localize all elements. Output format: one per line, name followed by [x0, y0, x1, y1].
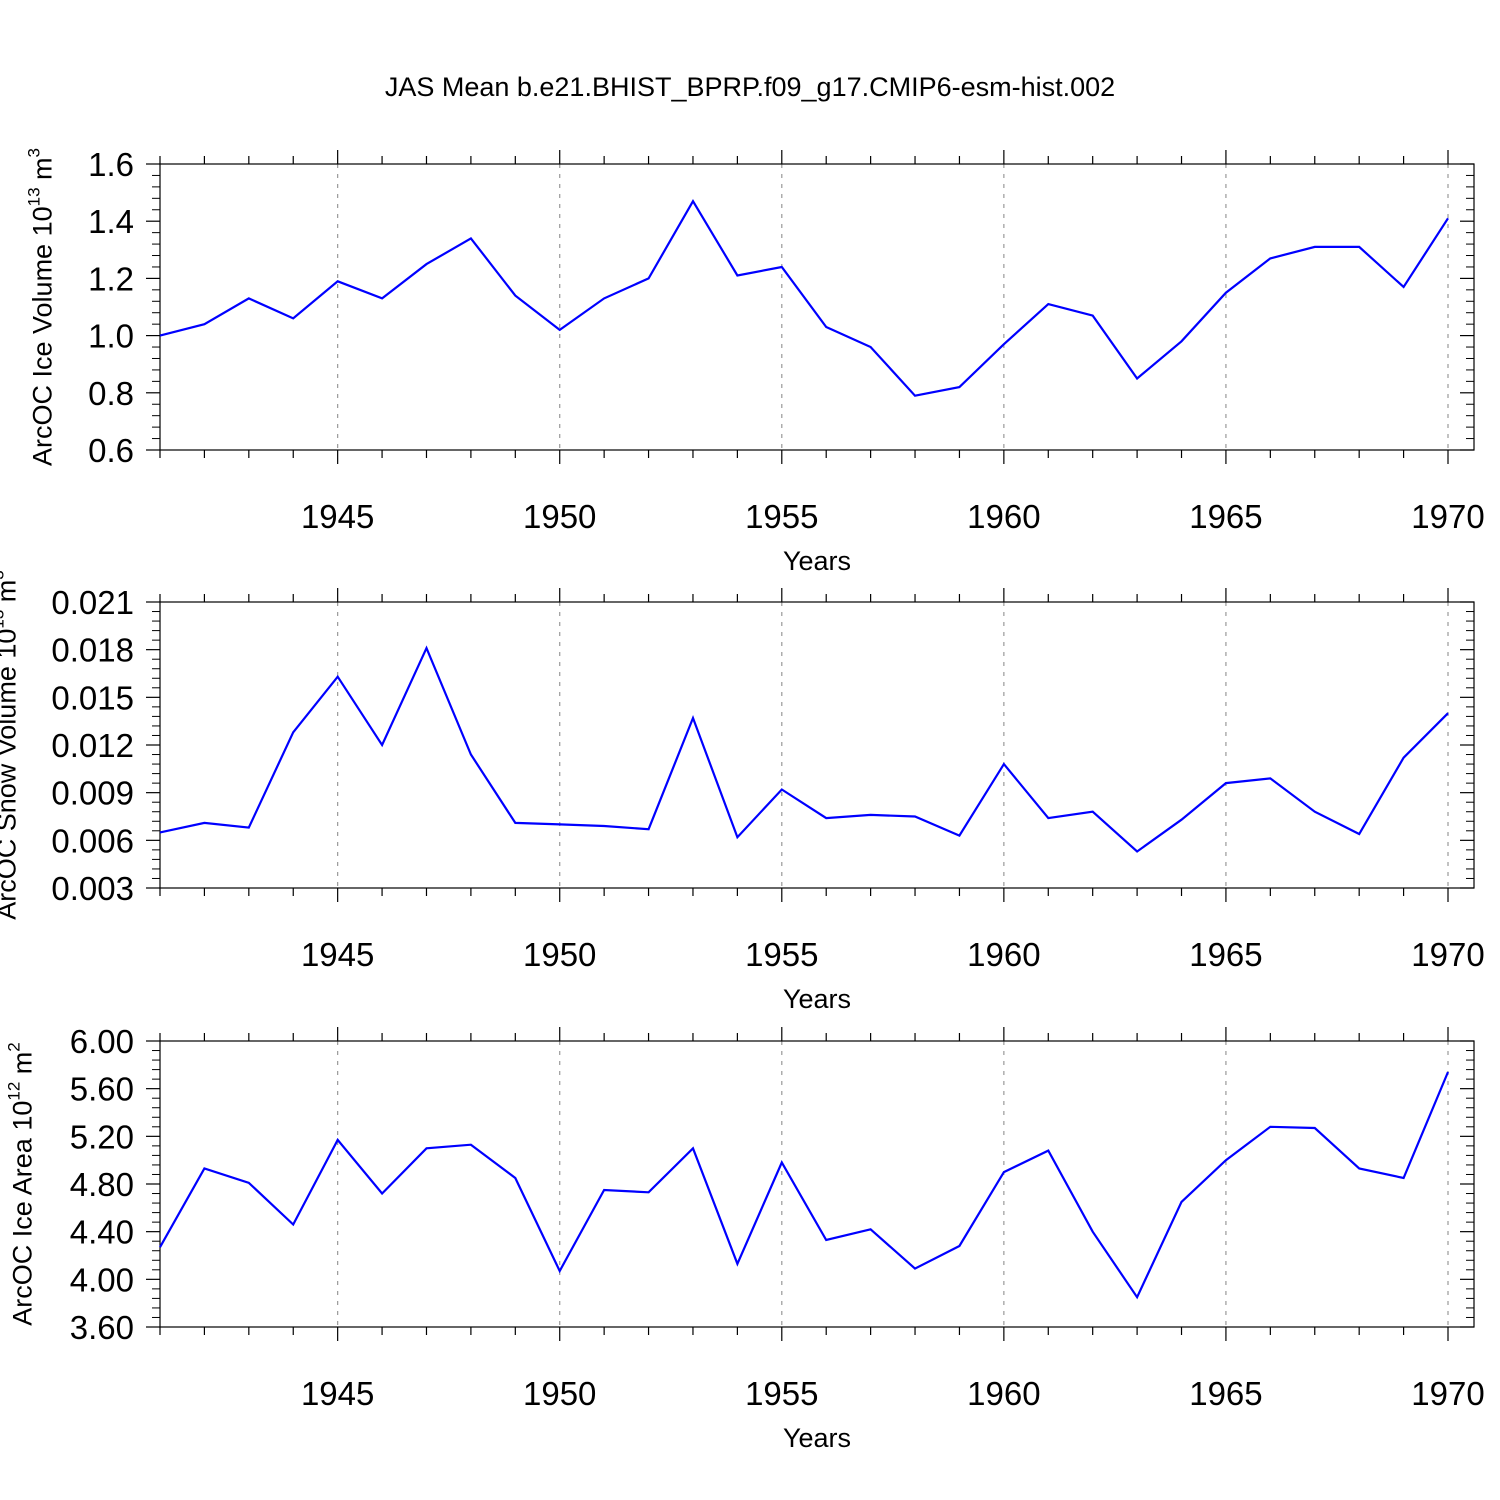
x-tick-label: 1970 [1411, 498, 1484, 535]
panel-2: 1945 1950 1955 1960 1965 1970 Years 0.003 0.006 0… [0, 570, 1485, 1014]
figure-title: JAS Mean b.e21.BHIST_BPRP.f09_g17.CMIP6-… [385, 72, 1115, 102]
y-tick-label: 4.80 [70, 1166, 134, 1203]
y-tick-label: 0.006 [51, 822, 134, 859]
y-tick-label: 4.40 [70, 1214, 134, 1251]
y-tick-label: 0.018 [51, 632, 134, 669]
y-axis-title: ArcOC Ice Volume 1013 m3 [24, 148, 57, 466]
y-tick-label: 0.021 [51, 584, 134, 621]
y-axis-title: ArcOC Ice Area 1012 m2 [4, 1042, 37, 1326]
y-tick-label: 1.4 [88, 203, 134, 240]
plot-frame [159, 163, 1475, 451]
y-tick-label: 0.009 [51, 775, 134, 812]
panels: 1945 1950 1955 1960 1965 1970 Years 0.6 0.8 1.0 1.… [0, 146, 1485, 1453]
x-tick-label: 1955 [745, 1375, 818, 1412]
y-axis-title: ArcOC Snow Volume 1013 m3 [0, 570, 21, 920]
series-line [159, 199, 1449, 397]
panel-3: 1945 1950 1955 1960 1965 1970 Years 3.60 4.00 4.4… [4, 1023, 1484, 1453]
y-tick-label: 0.8 [88, 375, 134, 412]
y-tick-label: 5.60 [70, 1071, 134, 1108]
y-tick-label: 1.2 [88, 260, 134, 297]
x-tick-label: 1970 [1411, 936, 1484, 973]
x-axis-title: Years [783, 1423, 851, 1453]
x-tick-label: 1965 [1189, 936, 1262, 973]
x-tick-label: 1965 [1189, 498, 1262, 535]
x-tick-label: 1960 [967, 498, 1040, 535]
x-tick-label: 1955 [745, 498, 818, 535]
x-tick-label: 1950 [523, 936, 596, 973]
x-tick-label: 1950 [523, 1375, 596, 1412]
y-tick-label: 3.60 [70, 1309, 134, 1346]
y-tick-label: 6.00 [70, 1023, 134, 1060]
plot-frame [159, 601, 1475, 889]
x-axis-title: Years [783, 546, 851, 576]
x-tick-label: 1945 [301, 1375, 374, 1412]
y-tick-label: 0.015 [51, 679, 134, 716]
x-tick-label: 1945 [301, 936, 374, 973]
x-tick-label: 1960 [967, 1375, 1040, 1412]
y-tick-label: 0.6 [88, 432, 134, 469]
y-tick-label: 0.003 [51, 870, 134, 907]
plot-frame [159, 1040, 1475, 1328]
x-tick-label: 1970 [1411, 1375, 1484, 1412]
x-tick-label: 1955 [745, 936, 818, 973]
series-line [159, 1071, 1450, 1300]
x-axis-title: Years [783, 984, 851, 1014]
y-tick-label: 0.012 [51, 727, 134, 764]
x-tick-label: 1965 [1189, 1375, 1262, 1412]
series-line [159, 645, 1449, 853]
y-tick-label: 1.6 [88, 146, 134, 183]
x-tick-label: 1950 [523, 498, 596, 535]
x-tick-label: 1945 [301, 498, 374, 535]
y-tick-label: 5.20 [70, 1118, 134, 1155]
panel-1: 1945 1950 1955 1960 1965 1970 Years 0.6 0.8 1.0 1.… [24, 146, 1484, 576]
y-tick-label: 4.00 [70, 1261, 134, 1298]
y-tick-label: 1.0 [88, 318, 134, 355]
x-tick-label: 1960 [967, 936, 1040, 973]
